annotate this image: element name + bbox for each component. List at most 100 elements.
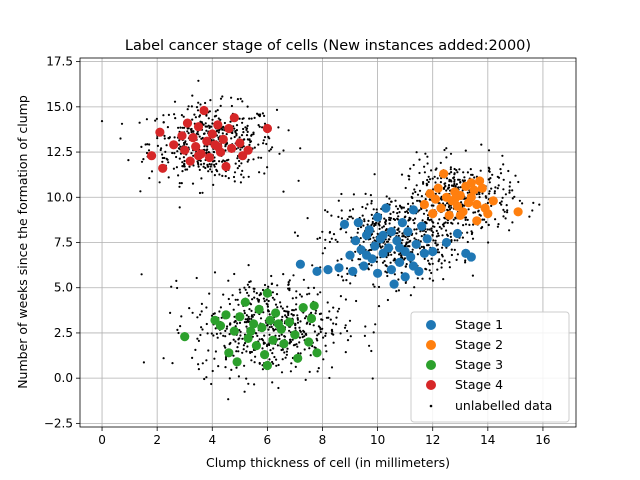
unlabelled-point	[324, 334, 327, 337]
unlabelled-point	[290, 340, 293, 343]
unlabelled-point	[235, 129, 238, 132]
unlabelled-point	[241, 169, 244, 172]
unlabelled-point	[299, 147, 302, 150]
unlabelled-point	[270, 274, 273, 278]
unlabelled-point	[280, 371, 284, 374]
unlabelled-point	[227, 297, 230, 301]
unlabelled-point	[393, 273, 396, 276]
unlabelled-point	[211, 369, 214, 373]
unlabelled-point	[356, 231, 359, 234]
unlabelled-point	[441, 234, 444, 237]
unlabelled-point	[332, 306, 335, 309]
unlabelled-point	[278, 334, 281, 337]
stage-1-point	[373, 212, 383, 222]
unlabelled-point	[437, 260, 440, 263]
unlabelled-point	[209, 168, 212, 171]
unlabelled-point	[221, 132, 224, 135]
unlabelled-point	[322, 336, 325, 339]
unlabelled-point	[232, 175, 236, 179]
unlabelled-point	[436, 248, 439, 251]
stage-1-point	[359, 261, 369, 271]
unlabelled-point	[292, 274, 295, 277]
unlabelled-point	[288, 287, 291, 290]
unlabelled-point	[362, 224, 365, 227]
unlabelled-point	[498, 201, 502, 205]
unlabelled-point	[407, 202, 410, 205]
unlabelled-point	[304, 332, 307, 336]
unlabelled-point	[156, 144, 159, 147]
x-tick-label: 16	[535, 433, 550, 447]
unlabelled-point	[205, 359, 208, 362]
unlabelled-point	[198, 168, 201, 171]
unlabelled-point	[204, 166, 207, 170]
unlabelled-point	[182, 115, 185, 118]
unlabelled-point	[140, 160, 144, 163]
unlabelled-point	[255, 292, 258, 295]
unlabelled-point	[337, 199, 340, 202]
unlabelled-point	[215, 162, 218, 165]
unlabelled-point	[265, 298, 268, 301]
unlabelled-point	[435, 229, 438, 232]
unlabelled-point	[247, 315, 250, 318]
stage-1-point	[312, 266, 322, 276]
unlabelled-point	[142, 158, 145, 161]
unlabelled-point	[404, 210, 407, 214]
unlabelled-point	[364, 192, 367, 195]
stage-2-point	[466, 178, 476, 188]
y-tick-label: 15.0	[46, 100, 73, 114]
stage-3-point	[290, 330, 300, 340]
unlabelled-point	[389, 212, 392, 215]
unlabelled-point	[217, 365, 220, 368]
legend-marker-stage-1	[426, 320, 436, 330]
unlabelled-point	[217, 131, 220, 134]
unlabelled-point	[219, 306, 222, 309]
unlabelled-point	[436, 232, 440, 235]
unlabelled-point	[272, 347, 275, 350]
unlabelled-point	[420, 207, 423, 211]
unlabelled-point	[196, 109, 200, 112]
unlabelled-point	[440, 266, 443, 269]
unlabelled-point	[208, 292, 211, 295]
x-tick-label: 4	[208, 433, 216, 447]
unlabelled-point	[195, 132, 198, 135]
unlabelled-point	[165, 157, 168, 160]
unlabelled-point	[448, 205, 451, 208]
unlabelled-point	[397, 289, 400, 292]
unlabelled-point	[415, 228, 418, 231]
unlabelled-point	[422, 182, 425, 185]
unlabelled-point	[416, 199, 419, 202]
unlabelled-point	[330, 366, 334, 369]
unlabelled-point	[249, 303, 253, 306]
unlabelled-point	[303, 317, 307, 320]
unlabelled-point	[342, 279, 345, 282]
unlabelled-point	[351, 259, 354, 262]
unlabelled-point	[442, 225, 445, 228]
unlabelled-point	[388, 197, 391, 200]
unlabelled-point	[499, 168, 502, 171]
unlabelled-point	[384, 220, 387, 223]
unlabelled-point	[187, 105, 190, 108]
unlabelled-point	[316, 293, 319, 296]
unlabelled-point	[300, 295, 303, 298]
unlabelled-point	[249, 351, 252, 354]
unlabelled-point	[196, 337, 199, 340]
unlabelled-point	[434, 181, 437, 184]
unlabelled-point	[419, 240, 422, 243]
unlabelled-point	[179, 145, 182, 148]
unlabelled-point	[350, 215, 353, 218]
unlabelled-point	[459, 180, 462, 184]
unlabelled-point	[290, 362, 293, 365]
unlabelled-point	[453, 182, 456, 186]
unlabelled-point	[487, 241, 490, 244]
unlabelled-point	[195, 276, 198, 280]
unlabelled-point	[478, 213, 481, 216]
unlabelled-point	[305, 315, 308, 318]
unlabelled-point	[205, 376, 208, 379]
unlabelled-point	[224, 366, 227, 369]
unlabelled-point	[214, 350, 217, 353]
unlabelled-point	[323, 247, 327, 250]
unlabelled-point	[267, 328, 270, 331]
unlabelled-point	[470, 232, 473, 236]
unlabelled-point	[291, 338, 294, 341]
unlabelled-point	[247, 294, 250, 297]
